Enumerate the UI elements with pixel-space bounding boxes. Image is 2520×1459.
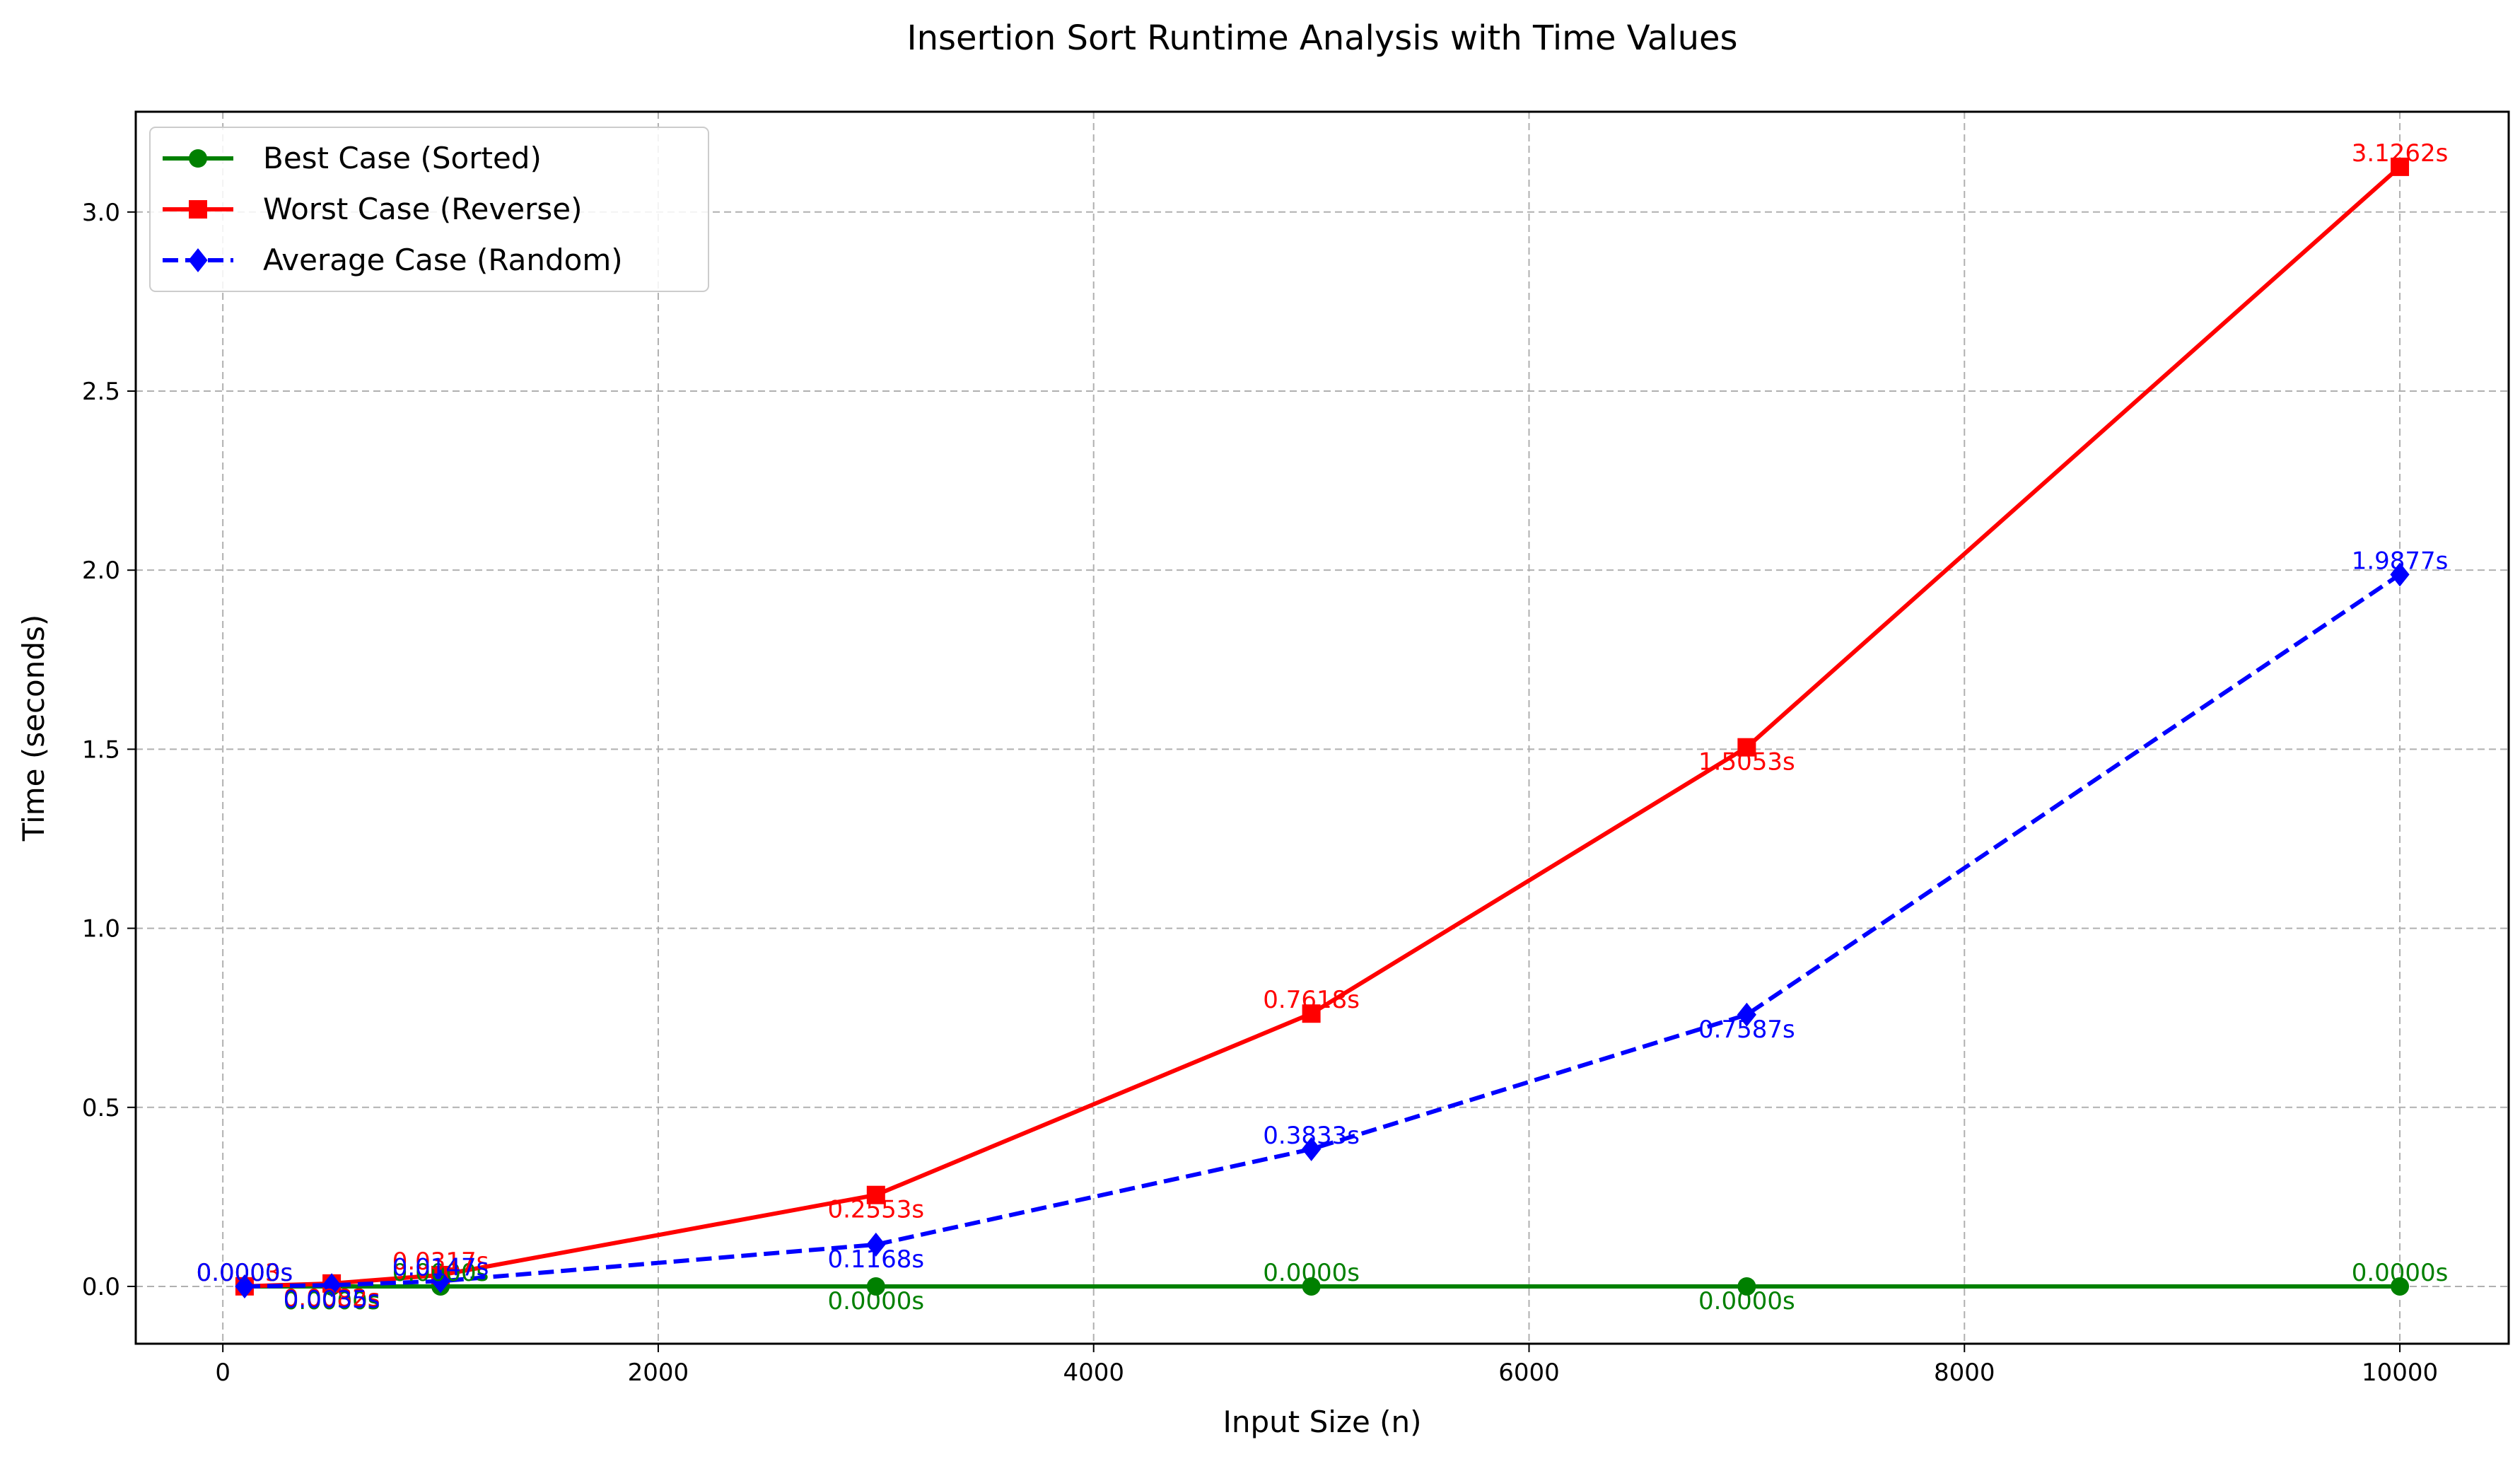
- data-label: 0.0147s: [392, 1254, 489, 1282]
- data-label: 0.0317s: [392, 1248, 489, 1276]
- series-1-point: [1737, 738, 1756, 757]
- data-label: 0.0000s: [392, 1259, 489, 1287]
- data-label: 0.0000s: [197, 1259, 293, 1287]
- y-tick-label: 2.5: [82, 378, 120, 406]
- legend: Best Case (Sorted) Worst Case (Reverse) Av…: [149, 127, 709, 292]
- series-2-point: [322, 1273, 342, 1298]
- data-label: 0.3833s: [1263, 1122, 1360, 1150]
- legend-box: [149, 127, 709, 292]
- series-2-point: [1302, 1137, 1322, 1161]
- data-label: 0.7587s: [1698, 1016, 1795, 1044]
- series-1-point: [866, 1185, 885, 1204]
- series-2-point: [235, 1274, 255, 1298]
- data-label: 3.1262s: [2352, 139, 2449, 168]
- series-2-point: [431, 1269, 450, 1294]
- legend-marker-1: [189, 200, 207, 219]
- x-tick-label: 6000: [1498, 1359, 1560, 1387]
- y-tick-label: 0.0: [82, 1273, 120, 1301]
- y-tick-label: 1.0: [82, 915, 120, 943]
- x-tick-label: 8000: [1934, 1359, 1995, 1387]
- data-label: 0.0000s: [2352, 1259, 2449, 1287]
- data-label: 0.0035s: [284, 1286, 380, 1314]
- x-tick-label: 4000: [1063, 1359, 1124, 1387]
- y-tick-label: 1.5: [82, 736, 120, 764]
- series-0-point: [1302, 1277, 1321, 1296]
- chart-title: Insertion Sort Runtime Analysis with Tim…: [906, 18, 1737, 58]
- axis-ticks: 0 2000 4000 6000 8000 10000 0.0 0.5 1.0 1.5 2.0 2.5…: [82, 199, 2438, 1387]
- series-0-point: [866, 1277, 885, 1296]
- grid: [136, 112, 2509, 1344]
- x-axis-label: Input Size (n): [1223, 1405, 1421, 1439]
- legend-marker-0: [189, 149, 207, 168]
- legend-label-1: Worst Case (Reverse): [263, 192, 582, 226]
- series-2-point: [866, 1232, 886, 1257]
- data-label: 1.9877s: [2352, 547, 2449, 575]
- data-label: 0.0000s: [197, 1259, 293, 1287]
- series-2-point: [1737, 1002, 1756, 1027]
- data-label: 0.0000s: [827, 1287, 924, 1315]
- y-tick-label: 2.0: [82, 557, 120, 585]
- x-tick-label: 0: [215, 1359, 231, 1387]
- series-1-point: [1302, 1004, 1321, 1023]
- legend-marker-2: [188, 248, 208, 272]
- y-axis-label: Time (seconds): [16, 615, 51, 842]
- y-tick-label: 0.5: [82, 1094, 120, 1122]
- x-tick-label: 10000: [2362, 1359, 2438, 1387]
- data-label: 1.5053s: [1698, 748, 1795, 777]
- y-tick-label: 3.0: [82, 199, 120, 227]
- data-labels: 0.0000s0.0000s0.0000s0.0000s0.0000s0.000…: [197, 139, 2449, 1315]
- plot-frame: [134, 110, 2510, 1345]
- data-label: 0.0000s: [1698, 1287, 1795, 1315]
- series-0-point: [2391, 1277, 2410, 1296]
- x-tick-label: 2000: [628, 1359, 689, 1387]
- data-label: 0.0082s: [284, 1284, 380, 1313]
- data-label: 0.0000s: [284, 1287, 380, 1315]
- legend-label-0: Best Case (Sorted): [263, 141, 542, 175]
- series-1-point: [2391, 157, 2410, 176]
- data-label: 0.1168s: [827, 1245, 924, 1274]
- data-label: 0.2553s: [827, 1196, 924, 1224]
- data-label: 0.0000s: [1263, 1259, 1360, 1287]
- series-2-point: [2390, 562, 2410, 587]
- legend-label-2: Average Case (Random): [263, 243, 623, 277]
- series-group: [235, 157, 2410, 1298]
- data-label: 0.7618s: [1263, 986, 1360, 1014]
- series-0-point: [1737, 1277, 1756, 1296]
- data-label: 0.0003s: [197, 1259, 293, 1287]
